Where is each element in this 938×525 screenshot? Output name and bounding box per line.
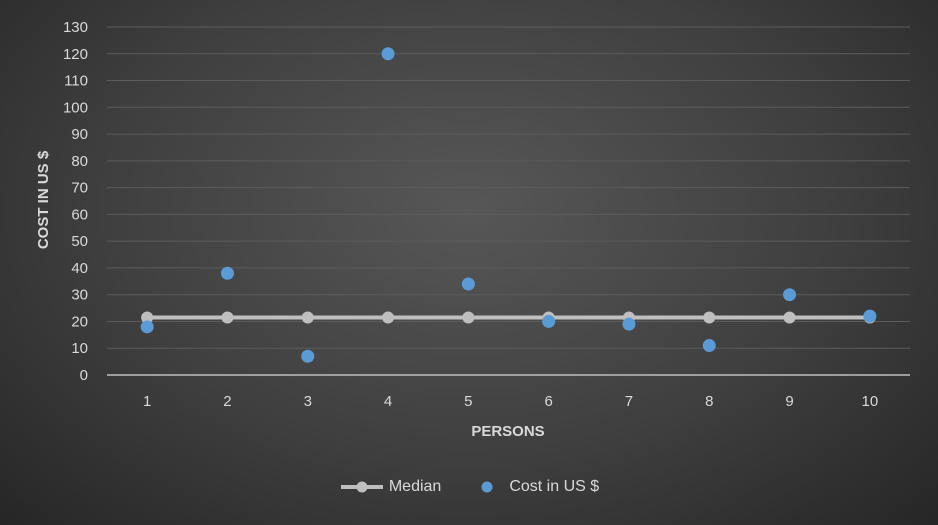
gridlines xyxy=(107,26,910,349)
median-legend-marker xyxy=(340,481,383,493)
median-point xyxy=(141,311,154,324)
y-tick-label: 30 xyxy=(71,287,88,304)
median-point xyxy=(221,311,234,324)
cost-point xyxy=(622,317,636,331)
y-tick-label: 70 xyxy=(71,180,88,197)
cost-point xyxy=(220,266,234,280)
legend-item-cost: Cost in US $ xyxy=(477,478,599,496)
cost-legend-marker xyxy=(481,481,493,493)
cost-point xyxy=(461,277,475,291)
legend: Median Cost in US $ xyxy=(0,478,938,496)
cost-point xyxy=(542,314,556,328)
cost-point xyxy=(863,309,877,323)
cost-point xyxy=(783,288,797,302)
x-tick-label: 4 xyxy=(384,393,392,410)
cost-point xyxy=(381,47,395,61)
x-tick-labels: 1 2 3 4 5 6 7 8 9 10 xyxy=(143,393,878,410)
x-tick-label: 5 xyxy=(464,393,472,410)
y-tick-label: 80 xyxy=(71,153,88,170)
y-tick-label: 0 xyxy=(80,367,88,384)
x-tick-label: 10 xyxy=(862,393,879,410)
cost-point xyxy=(301,349,315,363)
y-tick-label: 60 xyxy=(71,206,88,223)
y-axis-title: COST IN US $ xyxy=(35,150,52,249)
x-tick-label: 3 xyxy=(304,393,312,410)
legend-item-median: Median xyxy=(339,478,441,496)
x-tick-label: 7 xyxy=(625,393,633,410)
median-point xyxy=(382,311,395,324)
cost-point xyxy=(702,339,716,353)
y-tick-label: 40 xyxy=(71,260,88,277)
x-tick-label: 9 xyxy=(785,393,793,410)
y-tick-label: 20 xyxy=(71,313,88,330)
cost-point xyxy=(140,320,154,334)
x-tick-label: 1 xyxy=(143,393,151,410)
y-tick-label: 50 xyxy=(71,233,88,250)
x-tick-label: 2 xyxy=(223,393,231,410)
y-tick-label: 120 xyxy=(63,46,88,63)
median-point xyxy=(462,311,475,324)
y-tick-label: 10 xyxy=(71,340,88,357)
legend-label-median: Median xyxy=(388,478,442,495)
y-tick-label: 130 xyxy=(63,19,88,36)
median-point xyxy=(783,311,796,324)
x-tick-label: 8 xyxy=(705,393,713,410)
legend-label-cost: Cost in US $ xyxy=(509,478,600,495)
y-tick-label: 110 xyxy=(64,73,88,90)
median-point xyxy=(703,311,716,324)
y-tick-label: 90 xyxy=(71,126,88,143)
median-point xyxy=(301,311,314,324)
y-tick-label: 100 xyxy=(63,99,88,116)
x-axis-title: PERSONS xyxy=(471,423,544,440)
y-tick-labels: 0 10 20 30 40 50 60 70 80 90 100 110 120 130 xyxy=(63,19,88,384)
x-tick-label: 6 xyxy=(544,393,552,410)
cost-series xyxy=(140,47,877,363)
